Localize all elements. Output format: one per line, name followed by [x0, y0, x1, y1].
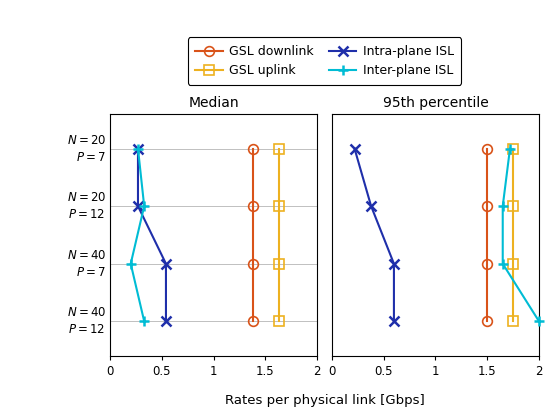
- Title: 95th percentile: 95th percentile: [382, 96, 488, 110]
- Title: Median: Median: [188, 96, 239, 110]
- Text: Rates per physical link [Gbps]: Rates per physical link [Gbps]: [224, 394, 425, 407]
- Legend: GSL downlink, GSL uplink, Intra-plane ISL, Inter-plane ISL: GSL downlink, GSL uplink, Intra-plane IS…: [188, 38, 461, 85]
